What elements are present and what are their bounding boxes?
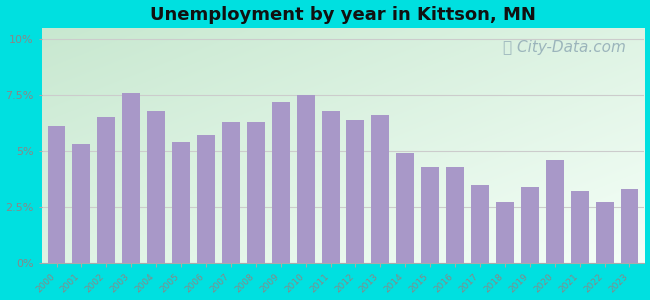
Bar [296,95,315,263]
Bar [122,93,140,263]
Bar [571,191,589,263]
Bar [421,167,439,263]
Bar [621,189,638,263]
Text: ⓘ City-Data.com: ⓘ City-Data.com [504,40,627,55]
Bar [521,187,539,263]
Bar [197,135,215,263]
Bar [272,102,290,263]
Bar [471,184,489,263]
Bar [546,160,564,263]
Bar [496,202,514,263]
Bar [72,144,90,263]
Title: Unemployment by year in Kittson, MN: Unemployment by year in Kittson, MN [150,6,536,24]
Bar [371,115,389,263]
Bar [346,120,365,263]
Bar [247,122,265,263]
Bar [47,126,66,263]
Bar [147,111,165,263]
Bar [322,111,339,263]
Bar [222,122,240,263]
Bar [396,153,414,263]
Bar [595,202,614,263]
Bar [98,117,115,263]
Bar [446,167,464,263]
Bar [172,142,190,263]
